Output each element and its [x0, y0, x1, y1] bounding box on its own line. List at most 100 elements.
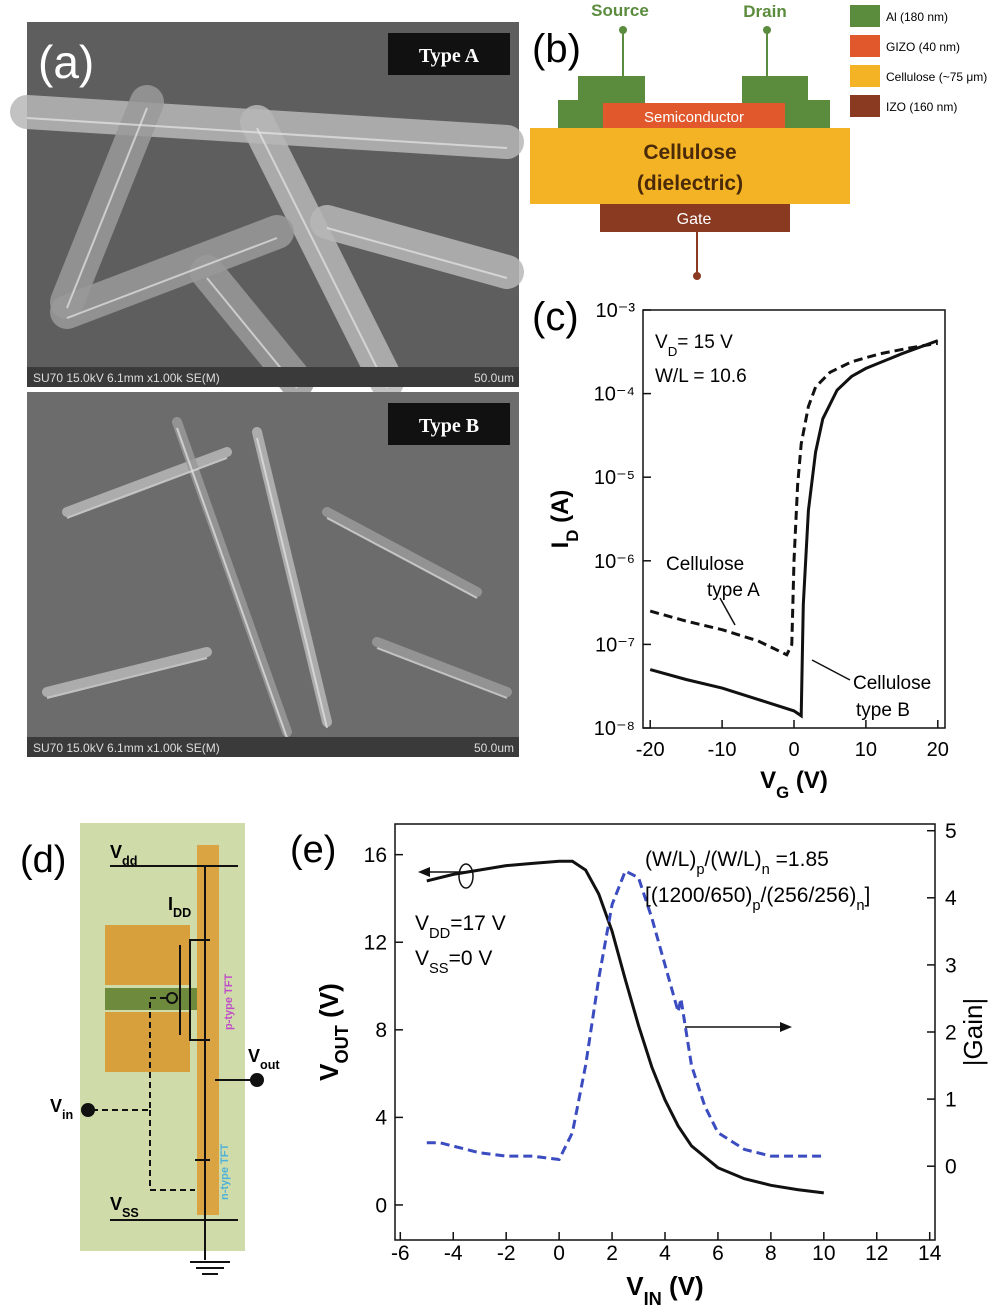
vdd-label-part: dd — [122, 854, 137, 868]
panel-label: (e) — [290, 829, 336, 871]
gold-pad — [105, 925, 190, 985]
series-line — [649, 339, 939, 719]
gate-label: Gate — [677, 211, 712, 228]
sem-fiber — [310, 205, 524, 289]
dielectric-layer — [530, 128, 850, 204]
x-tick-label: 0 — [788, 739, 799, 761]
sem-label: Type B — [419, 415, 479, 437]
annotation: VD= 15 V — [655, 332, 733, 359]
x-axis-label-part: (V) — [662, 1271, 704, 1301]
y-tick-label: 10⁻⁷ — [595, 634, 635, 656]
gate-layer — [600, 204, 790, 232]
idd-label-part: I — [168, 894, 173, 914]
sem-scale: 50.0um — [474, 371, 514, 385]
sem-image: Type B SU70 15.0kV 6.1mm x1.00k SE(M) 50.0… — [27, 392, 519, 757]
vin-label: Vin — [50, 1096, 73, 1122]
sem-info-bar — [27, 737, 519, 757]
legend-swatch — [850, 65, 880, 87]
y2-tick-label: 1 — [945, 1088, 957, 1111]
x-tick-label: 20 — [927, 739, 949, 761]
sem-fiber — [322, 507, 482, 597]
terminal — [693, 272, 701, 280]
x-tick-label: 10 — [855, 739, 877, 761]
x-tick-label: 6 — [712, 1242, 724, 1265]
annotation-part: =1.85 — [770, 848, 829, 871]
vout-label-part: out — [260, 1058, 280, 1072]
y-axis-label-part: V — [314, 1063, 344, 1081]
arrow-head — [418, 867, 430, 877]
n-tft-label: n-type TFT — [219, 1144, 231, 1200]
x-tick-label: 10 — [812, 1242, 835, 1265]
vout-label: Vout — [248, 1046, 280, 1072]
series-line — [426, 859, 824, 1195]
curve-marker — [458, 863, 474, 889]
annotation-part: =0 V — [449, 947, 493, 970]
annotation-part: [(1200/650) — [645, 884, 752, 907]
x-axis-label-part: V — [626, 1271, 644, 1301]
gold-strip — [197, 845, 219, 1215]
x-tick-label: 4 — [659, 1242, 671, 1265]
annotation-part: n — [762, 862, 770, 878]
y-tick-label: 10⁻⁸ — [594, 718, 635, 740]
sem-edge — [326, 517, 478, 599]
sem-fiber — [50, 85, 164, 319]
panel-label: (b) — [532, 27, 581, 71]
annotation: VDD=17 V — [415, 912, 506, 942]
y-axis-label-part: OUT — [332, 1025, 352, 1063]
vout-label-part: V — [248, 1046, 260, 1066]
legend-label: Cellulose (~75 μm) — [886, 70, 987, 84]
y-tick-label: 10⁻³ — [596, 300, 636, 322]
input-wire — [92, 997, 166, 1111]
annotation-part: SS — [429, 961, 449, 977]
y2-axis-label: |Gain| — [958, 998, 988, 1066]
y-tick-label: 8 — [375, 1019, 387, 1042]
sem-edge — [376, 647, 508, 699]
x-tick-label: -6 — [391, 1242, 410, 1265]
panel-label: (c) — [532, 295, 579, 339]
sem-edge — [256, 127, 388, 389]
y-tick-label: 0 — [375, 1194, 387, 1217]
legend-swatch — [850, 35, 880, 57]
vdd-label-part: V — [110, 842, 122, 862]
y-tick-label: 16 — [364, 844, 387, 867]
annotation: Cellulose — [666, 554, 744, 575]
sem-edge — [256, 437, 328, 729]
x-axis-label: VIN (V) — [626, 1271, 703, 1309]
sem-fiber — [42, 647, 212, 697]
annotation: [(1200/650)p/(256/256)n] — [645, 884, 870, 914]
dielectric-label: Cellulose — [643, 141, 736, 164]
sem-edge — [66, 107, 148, 309]
legend-label: IZO (160 nm) — [886, 100, 957, 114]
annotation-part: V — [655, 332, 668, 353]
sem-fiber — [240, 105, 404, 399]
sem-edge — [176, 427, 288, 739]
sem-label: Type A — [419, 45, 480, 67]
annotation-part: p — [752, 898, 760, 914]
annotation-part: = 15 V — [677, 332, 733, 353]
vss-label: VSS — [110, 1194, 139, 1220]
legend-swatch — [850, 5, 880, 27]
vin-label-part: in — [62, 1108, 73, 1122]
sem-fiber — [190, 255, 314, 399]
y-axis-label-part: (V) — [314, 983, 344, 1025]
sem-info: SU70 15.0kV 6.1mm x1.00k SE(M) — [33, 741, 220, 755]
annotation-part: /(256/256) — [761, 884, 857, 907]
vin-label-part: V — [50, 1096, 62, 1116]
sem-edge — [66, 457, 228, 519]
annotation-part: /(W/L) — [705, 848, 762, 871]
annotation-part: V — [415, 912, 429, 935]
sem-edge — [26, 117, 508, 149]
semiconductor-label: Semiconductor — [644, 109, 744, 126]
sem-edge — [46, 657, 208, 699]
gate-bubble — [166, 992, 178, 1004]
sem-fiber — [372, 637, 512, 697]
y-tick-label: 10⁻⁶ — [594, 551, 635, 573]
annotation-part: D — [668, 344, 678, 359]
x-axis-label-part: (V) — [789, 767, 828, 794]
y-axis-label-part: I — [547, 542, 574, 549]
vss-label-part: V — [110, 1194, 122, 1214]
sem-label-box — [388, 403, 510, 445]
sem-label-box — [388, 33, 510, 75]
annotation: (W/L)p/(W/L)n =1.85 — [645, 848, 829, 878]
